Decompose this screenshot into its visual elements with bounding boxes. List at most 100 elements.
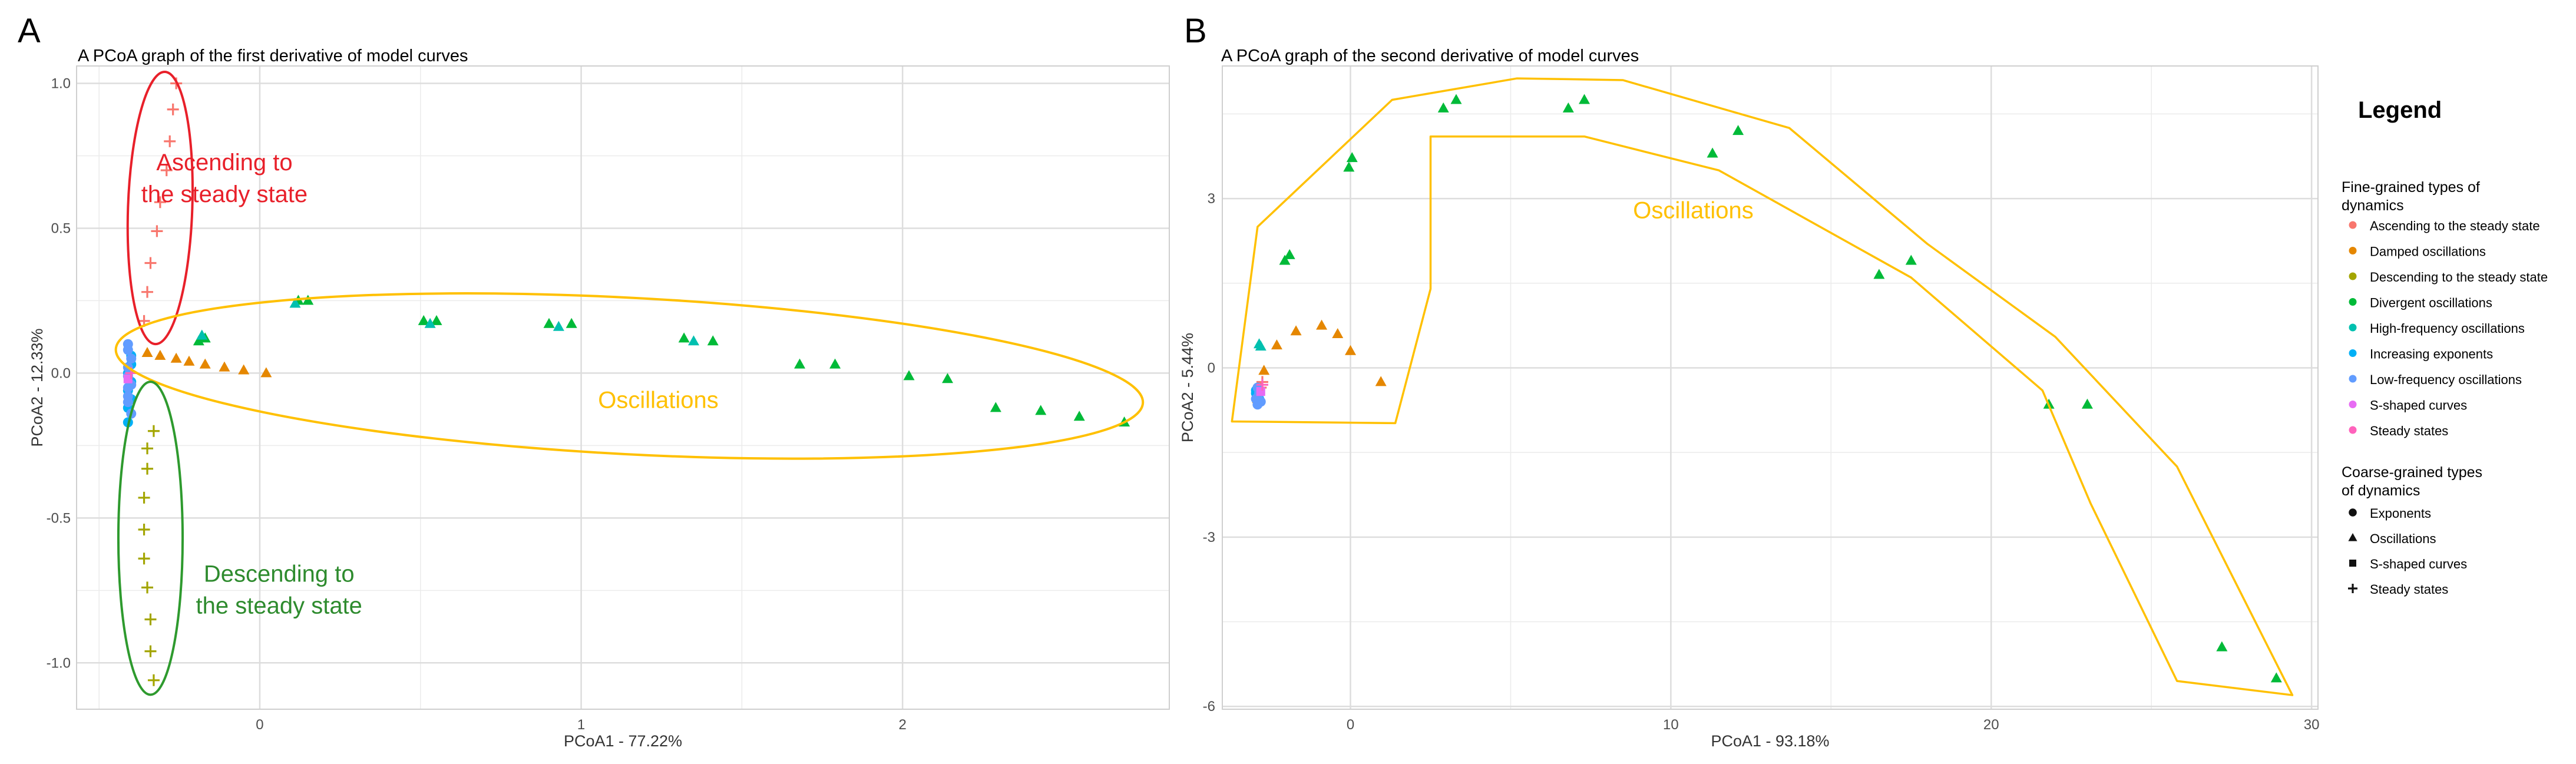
data-point bbox=[990, 402, 1001, 412]
data-point bbox=[138, 491, 150, 504]
legend-title: Legend bbox=[2358, 97, 2442, 123]
data-point bbox=[138, 524, 150, 536]
data-point bbox=[123, 382, 133, 393]
legend-item-label: S-shaped curves bbox=[2370, 557, 2467, 571]
data-point bbox=[219, 361, 230, 372]
data-point bbox=[193, 335, 204, 346]
data-point bbox=[144, 257, 157, 269]
data-point bbox=[794, 358, 806, 369]
legend-item-label: High-frequency oscillations bbox=[2370, 321, 2525, 336]
y-tick-label: -1.0 bbox=[47, 655, 71, 671]
legend-fine-title: dynamics bbox=[2342, 197, 2404, 214]
data-point bbox=[688, 335, 700, 346]
legend-item-label: Steady states bbox=[2370, 424, 2448, 438]
legend-item-label: Exponents bbox=[2370, 506, 2431, 521]
data-point bbox=[418, 315, 429, 325]
series-high-frequency-oscillations bbox=[1254, 338, 1266, 351]
data-point bbox=[260, 367, 272, 378]
y-tick-label: 0.5 bbox=[51, 220, 71, 236]
data-point bbox=[707, 335, 719, 346]
y-axis-label: PCoA2 - 5.44% bbox=[1179, 333, 1196, 442]
plot-area bbox=[1222, 66, 2318, 709]
data-point bbox=[1732, 125, 1744, 135]
chart-title: A PCoA graph of the first derivative of … bbox=[78, 47, 468, 65]
data-point bbox=[238, 364, 250, 375]
data-point bbox=[199, 358, 211, 369]
data-point bbox=[144, 613, 157, 626]
data-point bbox=[167, 103, 179, 115]
data-point bbox=[1343, 161, 1355, 172]
data-point bbox=[1579, 94, 1590, 104]
cluster-annotation: Descending to bbox=[204, 561, 355, 587]
data-point bbox=[942, 373, 954, 383]
data-point bbox=[1375, 376, 1387, 386]
panel-letter: A bbox=[18, 12, 41, 50]
chart-title: A PCoA graph of the second derivative of… bbox=[1221, 47, 1639, 65]
legend-swatch bbox=[2349, 375, 2357, 383]
legend-coarse-title: of dynamics bbox=[2342, 482, 2420, 499]
legend-item-label: Oscillations bbox=[2370, 531, 2436, 546]
series-ascending-to-the-steady-state bbox=[138, 77, 183, 327]
y-tick-label: -3 bbox=[1203, 530, 1215, 545]
legend-swatch bbox=[2349, 221, 2357, 229]
data-point bbox=[1905, 254, 1917, 265]
y-tick-label: -6 bbox=[1203, 699, 1215, 715]
data-point bbox=[1279, 254, 1291, 265]
plot-border bbox=[76, 65, 1170, 710]
plot-area bbox=[77, 66, 1169, 709]
data-point bbox=[2270, 672, 2282, 683]
series-damped-oscillations bbox=[141, 346, 272, 378]
legend-shape bbox=[2348, 584, 2357, 593]
data-point bbox=[1271, 339, 1282, 350]
x-axis-label: PCoA1 - 77.22% bbox=[564, 732, 682, 750]
data-point bbox=[144, 645, 157, 657]
data-point bbox=[138, 553, 150, 565]
panel-letter: B bbox=[1184, 12, 1207, 50]
cluster-annotation: Oscillations bbox=[598, 387, 719, 413]
y-tick-label: 1.0 bbox=[51, 76, 71, 92]
data-point bbox=[553, 320, 564, 331]
panel-a: A A PCoA graph of the first derivative of… bbox=[18, 12, 1170, 750]
data-point bbox=[170, 352, 182, 363]
legend-swatch bbox=[2349, 247, 2357, 254]
legend-item-label: Steady states bbox=[2370, 582, 2448, 597]
legend-shape bbox=[2349, 508, 2357, 517]
y-tick-label: 0.0 bbox=[51, 365, 71, 381]
data-point bbox=[141, 346, 153, 357]
data-point bbox=[566, 317, 577, 328]
data-point bbox=[1035, 405, 1047, 415]
data-point bbox=[147, 674, 160, 686]
data-point bbox=[141, 581, 154, 594]
legend-item-label: S-shaped curves bbox=[2370, 398, 2467, 413]
data-point bbox=[141, 462, 154, 475]
data-point bbox=[1256, 387, 1265, 396]
data-point bbox=[1332, 328, 1344, 338]
data-point bbox=[1873, 269, 1885, 279]
data-point bbox=[1316, 319, 1328, 330]
cluster-annotation: Ascending to bbox=[156, 150, 292, 176]
data-point bbox=[289, 297, 301, 308]
data-point bbox=[183, 355, 195, 366]
cluster-outline bbox=[1231, 77, 2294, 696]
legend-item-label: Damped oscillations bbox=[2370, 244, 2486, 259]
data-point bbox=[678, 332, 690, 343]
series-s-shaped-curves bbox=[123, 374, 133, 383]
data-point bbox=[141, 442, 154, 455]
cluster-outline bbox=[126, 70, 194, 346]
data-point bbox=[903, 370, 915, 381]
series-descending-to-the-steady-state bbox=[138, 425, 160, 686]
data-point bbox=[1290, 325, 1302, 336]
data-point bbox=[302, 295, 314, 305]
data-point bbox=[123, 397, 133, 408]
series-s-shaped-curves bbox=[1256, 387, 1265, 396]
plot-border bbox=[1222, 65, 2319, 710]
data-point bbox=[141, 286, 154, 298]
cluster-annotation: Oscillations bbox=[1633, 198, 1754, 224]
data-point bbox=[543, 317, 555, 328]
cluster-annotation: the steady state bbox=[141, 181, 307, 207]
data-point bbox=[123, 374, 133, 383]
legend-swatch bbox=[2349, 401, 2357, 408]
cluster-outline bbox=[114, 292, 1145, 460]
y-tick-label: -0.5 bbox=[47, 510, 71, 526]
legend-swatch bbox=[2349, 349, 2357, 357]
